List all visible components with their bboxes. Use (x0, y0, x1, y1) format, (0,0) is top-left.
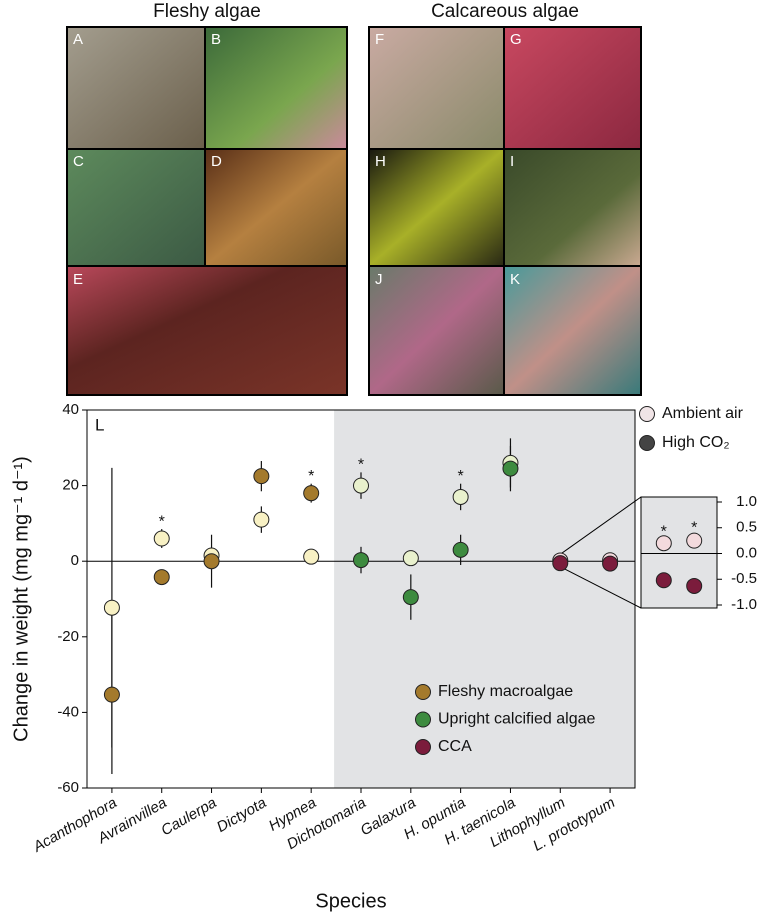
y-tick-label: 0 (71, 552, 79, 569)
significance-star: * (661, 523, 667, 540)
data-point (303, 485, 320, 502)
y-tick-label: 20 (62, 477, 79, 494)
data-point (153, 569, 170, 586)
data-point (103, 599, 120, 616)
legend-label: CCA (438, 738, 472, 755)
y-tick-label: -40 (57, 703, 79, 720)
y-tick-label: 40 (62, 401, 79, 418)
y-axis-label: Change in weight (mg mg⁻¹ d⁻¹) (10, 456, 32, 742)
inset-connector (553, 562, 642, 609)
legend-label: Fleshy macroalgae (438, 683, 573, 700)
data-point (552, 555, 569, 572)
data-point (253, 511, 270, 528)
y-tick-label: -60 (57, 779, 79, 796)
inset-connector (553, 496, 642, 560)
legend-marker (639, 406, 655, 422)
significance-star: * (159, 513, 165, 530)
data-point (103, 686, 120, 703)
photo-label: E (73, 271, 83, 288)
photo-label: D (211, 153, 222, 170)
photo (505, 150, 640, 265)
data-point (602, 555, 619, 572)
shaded-region (334, 410, 635, 788)
panel-title: Calcareous algae (431, 1, 579, 22)
photo-label: C (73, 153, 84, 170)
significance-star: * (691, 520, 697, 537)
legend-marker (415, 711, 431, 728)
inset-tick-label: 0.0 (736, 544, 757, 561)
inset-tick-label: 1.0 (736, 493, 757, 510)
legend-label: High CO₂ (662, 434, 730, 451)
legend-label: Ambient air (662, 405, 744, 422)
panel-label: L (95, 415, 104, 434)
photo-label: B (211, 31, 221, 48)
x-tick-label: Dictyota (214, 794, 269, 836)
data-point (253, 468, 270, 485)
photo-label: A (73, 31, 83, 48)
data-point (452, 541, 469, 558)
photo (68, 267, 346, 394)
photo (206, 150, 346, 265)
photo-label: G (510, 31, 522, 48)
data-point (353, 552, 369, 569)
photo (505, 267, 640, 394)
legend-marker (639, 435, 655, 451)
inset-tick-label: -1.0 (731, 596, 757, 613)
photo-label: H (375, 153, 386, 170)
data-point (655, 572, 672, 589)
legend-marker (415, 684, 431, 700)
data-point (502, 460, 519, 477)
photo-panels: Fleshy algae Calcareous algae A B C D E … (66, 1, 642, 396)
inset-tick-label: 0.5 (736, 519, 757, 536)
photo (370, 28, 503, 148)
legend-marker (415, 739, 431, 755)
data-point (402, 550, 419, 567)
significance-star: * (458, 468, 464, 485)
photo (206, 28, 346, 148)
data-point (686, 532, 703, 549)
photo (68, 150, 204, 265)
data-point (303, 548, 320, 565)
photo (505, 28, 640, 148)
photo-label: J (375, 271, 383, 288)
photo-label: I (510, 153, 514, 170)
inset-box (640, 496, 718, 609)
significance-star: * (308, 468, 314, 485)
photo-label: K (510, 271, 520, 288)
data-point (203, 553, 220, 570)
data-point (686, 577, 703, 594)
data-point (353, 477, 369, 494)
photo (68, 28, 204, 148)
inset-tick-label: -0.5 (731, 570, 757, 587)
data-point (402, 589, 419, 606)
photo-label: F (375, 31, 384, 48)
photo (370, 267, 503, 394)
y-tick-label: -20 (57, 628, 79, 645)
chart: -60 -40 -20 0 20 40 L Change in weight (mg mg⁻¹… (10, 401, 757, 912)
legend-label: Upright calcified algae (438, 711, 596, 728)
significance-star: * (358, 457, 364, 474)
data-point (153, 530, 170, 547)
data-point (655, 535, 672, 552)
panel-title: Fleshy algae (153, 1, 261, 22)
x-axis-label: Species (315, 890, 386, 912)
x-tick-label: Caulerpa (158, 794, 219, 839)
data-point (452, 488, 469, 505)
photo (370, 150, 503, 265)
